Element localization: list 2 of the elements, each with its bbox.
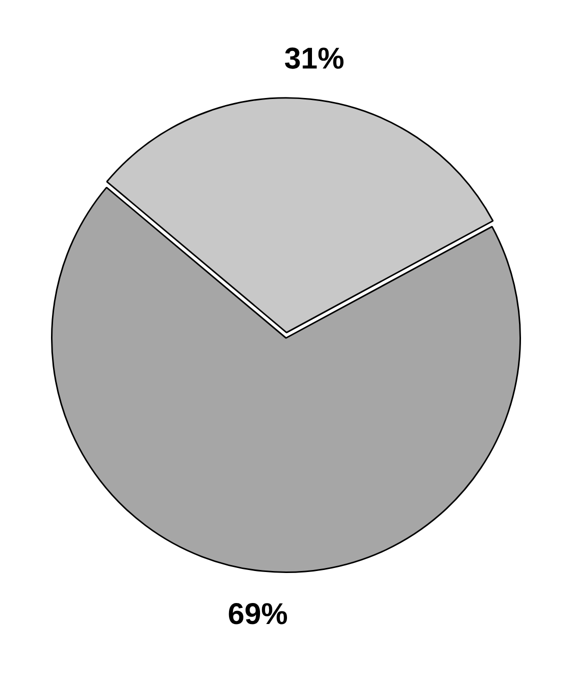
data-label: 69% xyxy=(228,598,288,632)
data-label: 31% xyxy=(284,42,344,76)
